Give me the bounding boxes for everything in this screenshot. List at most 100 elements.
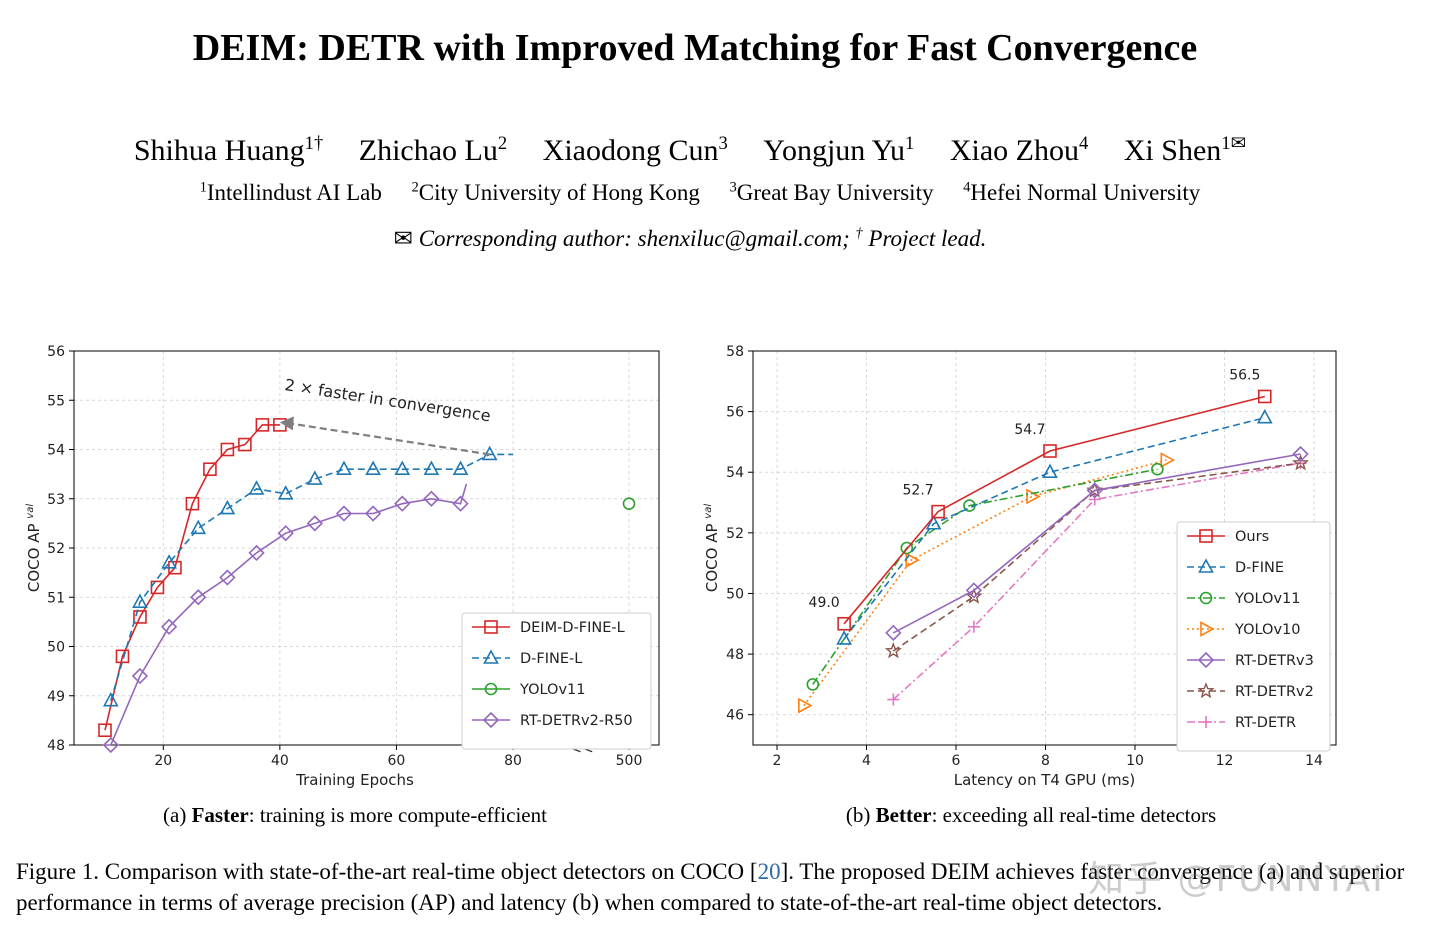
- author: Yongjun Yu1: [763, 134, 914, 167]
- citation-link[interactable]: 20: [757, 859, 781, 884]
- series-line: [843, 395, 1265, 625]
- legend-label: YOLOv11: [1234, 591, 1300, 607]
- caption-a-rest: : training is more compute-efficient: [248, 803, 547, 827]
- author-name: Yongjun Yu: [763, 134, 906, 167]
- data-point: [622, 497, 636, 510]
- data-point: [190, 519, 207, 535]
- data-point: [900, 541, 914, 555]
- data-point: [255, 418, 270, 432]
- data-point: [423, 490, 440, 507]
- author-list: Shihua Huang1† Zhichao Lu2 Xiaodong Cun3…: [0, 134, 1380, 168]
- data-point: [394, 460, 411, 475]
- data-point: [965, 587, 983, 604]
- legend-marker: [1198, 558, 1214, 573]
- series-d-fine-l: [102, 445, 513, 707]
- y-axis-label-sup: val: [25, 504, 36, 519]
- series-ours: [837, 389, 1272, 631]
- data-point: [1088, 493, 1101, 506]
- y-tick-label: 53: [47, 492, 65, 508]
- author-name: Shihua Huang: [133, 134, 305, 167]
- envelope-icon: ✉: [393, 226, 413, 251]
- figure-caption-part2: ]. The proposed DEIM achieves faster con…: [16, 859, 1405, 915]
- data-point: [1257, 389, 1272, 404]
- x-tick-label: 2: [773, 753, 782, 769]
- series-yolov10: [798, 452, 1176, 714]
- author-affiliation-mark: 3: [718, 133, 728, 154]
- author-name: Xi Shen: [1123, 134, 1222, 167]
- author: Xi Shen1✉: [1124, 134, 1246, 167]
- figure-caption: Figure 1. Comparison with state-of-the-a…: [16, 856, 1426, 918]
- data-point: [238, 437, 252, 452]
- affiliation-list: 1Intellindust AI Lab 2City University of…: [0, 180, 1400, 206]
- data-point: [884, 642, 902, 659]
- series-line: [892, 453, 1301, 634]
- figure-caption-part1: Figure 1. Comparison with state-of-the-a…: [16, 859, 758, 884]
- x-tick-label: 10: [1126, 753, 1144, 769]
- data-label: 49.0: [809, 595, 840, 611]
- x-tick-label: 40: [271, 753, 289, 769]
- data-point: [277, 485, 294, 500]
- y-tick-label: 52: [726, 526, 744, 542]
- series-yolov11: [806, 462, 1164, 691]
- y-tick-label: 56: [726, 405, 744, 421]
- data-point: [837, 616, 851, 631]
- affiliation: 1Intellindust AI Lab: [200, 180, 382, 205]
- affiliation: 2City University of Hong Kong: [412, 180, 700, 205]
- corresponding-text: Corresponding author: shenxiluc@gmail.co…: [418, 226, 850, 251]
- data-point: [1292, 454, 1310, 471]
- y-tick-label: 49: [47, 689, 65, 705]
- data-point: [306, 515, 323, 532]
- caption-a-bold: Faster: [191, 803, 249, 827]
- legend-box: [461, 612, 652, 750]
- affiliation-name: City University of Hong Kong: [418, 180, 700, 205]
- series-d-fine: [836, 408, 1273, 645]
- author-affiliation-mark: 1✉: [1221, 133, 1247, 154]
- y-axis-label-sup: val: [703, 504, 714, 519]
- series-line: [843, 416, 1265, 640]
- data-point: [887, 693, 900, 706]
- series-rt-detrv3: [885, 445, 1309, 641]
- author-name: Xiaodong Cun: [542, 134, 719, 167]
- data-point: [364, 505, 382, 522]
- data-point: [220, 442, 235, 457]
- legend-label: D-FINE: [1235, 560, 1284, 576]
- affiliation-name: Great Bay University: [736, 180, 934, 205]
- author-affiliation-mark: 4: [1078, 133, 1089, 154]
- legend-marker: [484, 620, 498, 634]
- data-point: [965, 582, 983, 599]
- author: Zhichao Lu2: [359, 134, 507, 167]
- data-point: [931, 504, 945, 519]
- data-point: [131, 667, 149, 685]
- author-affiliation-mark: 1: [905, 133, 915, 154]
- x-tick-label: 60: [388, 753, 406, 769]
- data-point: [836, 630, 852, 645]
- legend-marker: [483, 649, 499, 664]
- x-tick-label: 4: [862, 753, 871, 769]
- series-line: [104, 424, 280, 731]
- y-tick-label: 50: [726, 586, 744, 602]
- data-point: [885, 624, 902, 641]
- affiliation-number: 3: [729, 179, 737, 196]
- data-point: [394, 495, 411, 512]
- data-point: [1256, 408, 1273, 424]
- data-point: [1292, 445, 1309, 463]
- legend-marker: [1200, 716, 1212, 728]
- y-tick-label: 54: [47, 443, 65, 459]
- data-point: [219, 499, 236, 515]
- series-line: [812, 468, 1158, 685]
- author: Shihua Huang1†: [134, 134, 323, 167]
- data-point: [1042, 463, 1058, 479]
- legend-box: [1176, 521, 1331, 752]
- legend: DEIM-D-FINE-L D-FINE-L YOLOv11 RT-DETRv2-R5…: [461, 612, 652, 750]
- author-affiliation-mark: 1†: [304, 133, 324, 154]
- series-line: [803, 459, 1167, 707]
- series-line: [892, 462, 1301, 652]
- corresponding-author-note: ✉ Corresponding author: shenxiluc@gmail.…: [0, 226, 1380, 252]
- y-axis-label: COCO AP val: [703, 504, 721, 592]
- legend-label: Ours: [1235, 529, 1269, 545]
- y-tick-label: 48: [47, 738, 65, 754]
- data-label: 52.7: [903, 483, 934, 499]
- affiliation: 4Hefei Normal University: [963, 180, 1200, 205]
- legend-marker: [1199, 591, 1213, 605]
